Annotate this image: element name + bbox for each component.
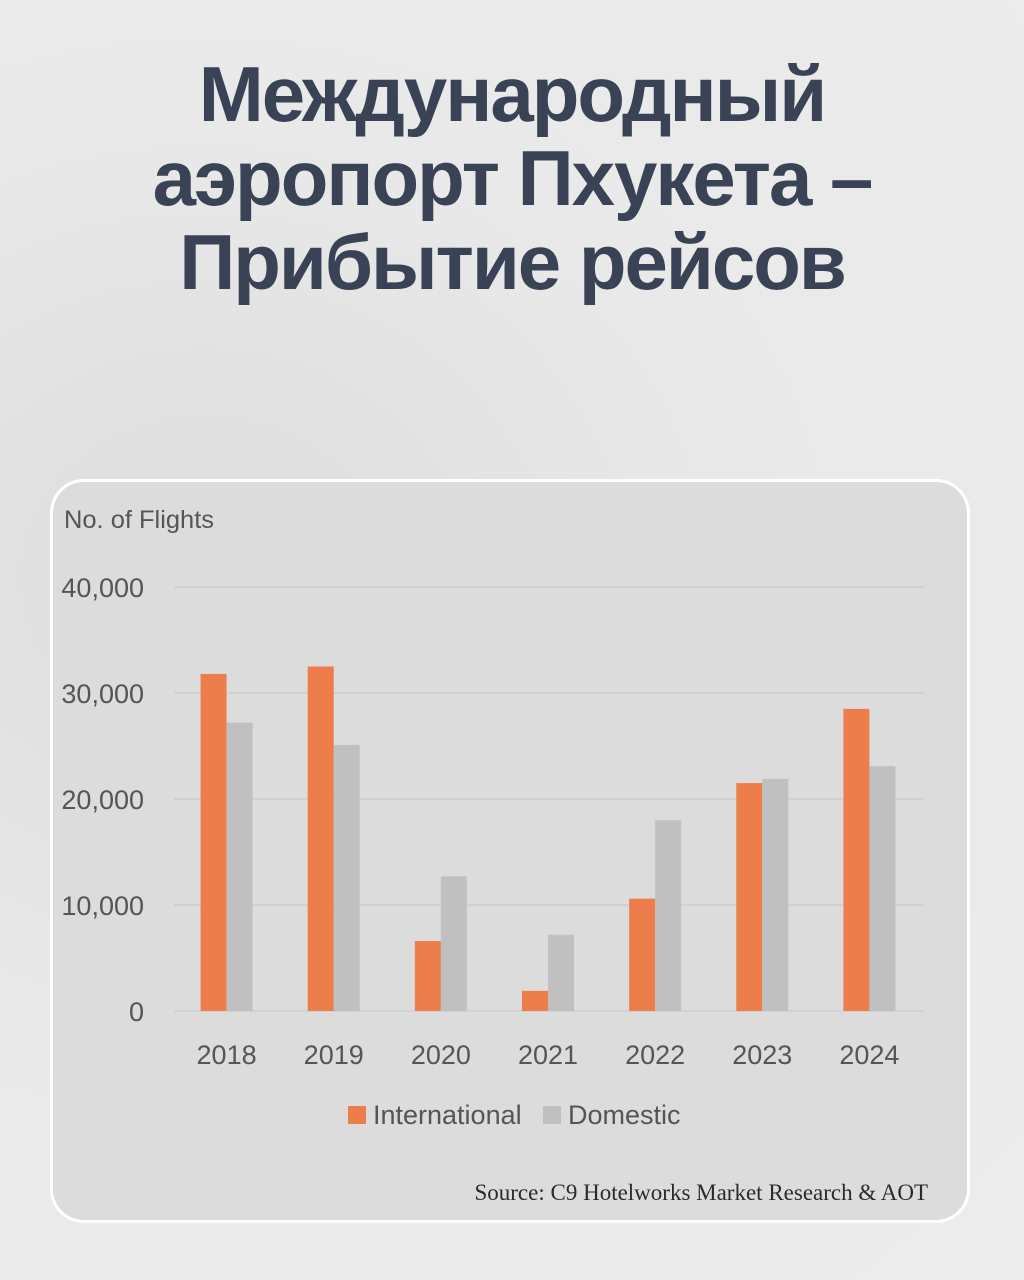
source-note: Source: C9 Hotelworks Market Research & … xyxy=(474,1180,928,1205)
y-axis-label: No. of Flights xyxy=(64,506,214,534)
legend-label-domestic: Domestic xyxy=(568,1100,681,1130)
x-tick-label: 2020 xyxy=(411,1040,471,1070)
y-tick-label: 10,000 xyxy=(61,891,144,921)
bar-international-2023 xyxy=(736,783,763,1011)
y-tick-label: 20,000 xyxy=(61,785,144,815)
bar-domestic-2020 xyxy=(440,876,467,1011)
y-tick-label: 0 xyxy=(129,997,144,1027)
page-title: Международный аэропорт Пхукета – Прибыти… xyxy=(0,52,1024,304)
bar-international-2022 xyxy=(629,898,656,1011)
bar-international-2018 xyxy=(200,673,227,1011)
bar-domestic-2022 xyxy=(655,820,682,1011)
bar-international-2024 xyxy=(843,708,870,1011)
y-tick-label: 30,000 xyxy=(61,679,144,709)
x-tick-label: 2018 xyxy=(197,1040,257,1070)
y-tick-label: 40,000 xyxy=(61,573,144,603)
legend-swatch-international xyxy=(348,1106,366,1124)
x-tick-label: 2023 xyxy=(732,1040,792,1070)
legend-swatch-domestic xyxy=(543,1106,561,1124)
legend-label-international: International xyxy=(373,1100,522,1130)
bar-international-2021 xyxy=(522,990,548,1011)
x-tick-label: 2024 xyxy=(839,1040,899,1070)
title-line-2: аэропорт Пхукета – xyxy=(152,134,874,222)
bar-international-2019 xyxy=(307,666,334,1011)
x-tick-label: 2021 xyxy=(518,1040,578,1070)
bar-domestic-2024 xyxy=(869,766,896,1011)
title-line-3: Прибытие рейсов xyxy=(179,218,847,306)
bar-domestic-2023 xyxy=(762,778,789,1011)
bar-international-2020 xyxy=(414,941,441,1011)
title-line-1: Международный xyxy=(198,50,827,138)
bar-domestic-2021 xyxy=(548,934,574,1011)
x-tick-label: 2022 xyxy=(625,1040,685,1070)
bar-domestic-2019 xyxy=(333,744,360,1011)
bar-domestic-2018 xyxy=(226,722,253,1011)
x-tick-label: 2019 xyxy=(304,1040,364,1070)
